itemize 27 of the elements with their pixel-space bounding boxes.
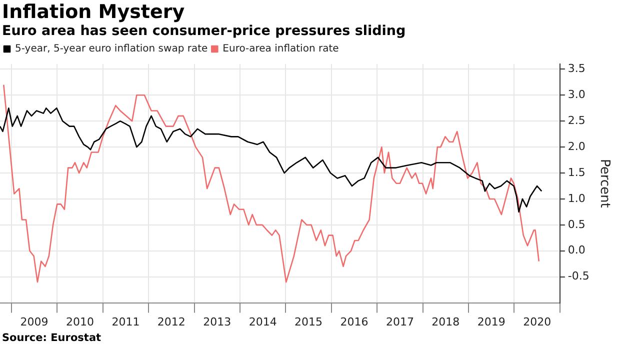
y-tick-label: 3.5 <box>568 62 586 76</box>
source-note: Source: Eurostat <box>2 332 102 345</box>
legend-label: Euro-area inflation rate <box>222 44 339 55</box>
y-tick-label: -0.5 <box>568 270 590 283</box>
x-tick-label: 2019 <box>477 315 506 328</box>
x-tick-label: 2017 <box>386 315 414 328</box>
x-tick-label: 2009 <box>20 315 48 328</box>
y-axis-title: Percent <box>596 158 612 208</box>
y-tick-label: 1.0 <box>568 192 586 205</box>
x-tick-label: 2015 <box>294 315 323 328</box>
x-tick-label: 2013 <box>203 315 232 328</box>
y-tick-label: 0.5 <box>568 218 586 231</box>
x-tick-label: 2014 <box>248 315 277 328</box>
x-tick-label: 2018 <box>432 315 460 328</box>
y-tick-label: 1.5 <box>568 166 586 179</box>
y-tick-label: 2.5 <box>568 114 586 127</box>
chart-subtitle: Euro area has seen consumer-price pressures sliding <box>1 23 407 40</box>
legend-label: 5-year, 5-year euro inflation swap rate <box>15 44 208 55</box>
y-tick-label: 0.0 <box>568 244 586 257</box>
y-tick-label: 2.0 <box>568 140 586 153</box>
x-tick-label: 2012 <box>157 315 186 328</box>
y-tick-label: 3.0 <box>568 88 586 102</box>
chart-title: Inflation Mystery <box>1 0 186 23</box>
x-tick-label: 2016 <box>340 315 368 328</box>
x-tick-label: 2020 <box>523 315 552 328</box>
x-tick-label: 2011 <box>112 315 140 328</box>
x-tick-label: 2010 <box>66 315 94 328</box>
